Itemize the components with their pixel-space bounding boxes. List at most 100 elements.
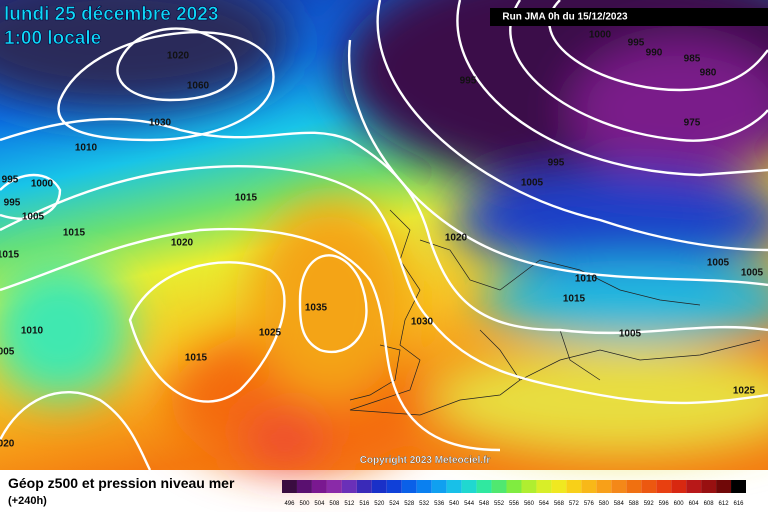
scale-label: 508 — [329, 501, 340, 507]
scale-swatch — [446, 480, 462, 493]
isobar-label: 1030 — [411, 317, 434, 328]
isobar-label: 1020 — [171, 238, 194, 249]
scale-swatch — [521, 480, 537, 493]
scale-swatch — [401, 480, 417, 493]
isobar-label: 1015 — [563, 294, 586, 305]
scale-swatch — [326, 480, 342, 493]
scale-label: 504 — [314, 501, 325, 507]
scale-label: 532 — [419, 501, 430, 507]
isobar-label: 990 — [646, 48, 663, 59]
scale-swatch — [461, 480, 477, 493]
scale-label: 512 — [344, 501, 355, 507]
scale-label: 548 — [479, 501, 490, 507]
scale-label: 552 — [494, 501, 505, 507]
scale-label: 520 — [374, 501, 385, 507]
isobar-label: 005 — [0, 347, 15, 358]
isobar-label: 1020 — [167, 51, 190, 62]
scale-swatch — [416, 480, 432, 493]
scale-label: 516 — [359, 501, 370, 507]
scale-label: 528 — [404, 501, 415, 507]
isobar-label: 1010 — [75, 143, 98, 154]
isobar-label: 1005 — [707, 258, 730, 269]
scale-swatch — [431, 480, 447, 493]
scale-swatch — [311, 480, 327, 493]
copyright: Copyright 2023 Meteociel.fr — [360, 455, 491, 466]
scale-label: 568 — [554, 501, 565, 507]
scale-swatch — [356, 480, 372, 493]
scale-swatch — [296, 480, 312, 493]
isobar-label: 1020 — [445, 233, 468, 244]
scale-label: 576 — [584, 501, 595, 507]
scale-label: 580 — [599, 501, 610, 507]
lead-time: (+240h) — [8, 495, 47, 507]
scale-swatch — [536, 480, 552, 493]
isobar-label: 975 — [684, 118, 701, 129]
run-info: Run JMA 0h du 15/12/2023 — [502, 12, 628, 23]
scale-swatch — [701, 480, 717, 493]
color-field — [0, 0, 768, 470]
scale-swatch — [566, 480, 582, 493]
scale-label: 604 — [689, 501, 700, 507]
isobar-label: 1025 — [733, 386, 756, 397]
scale-label: 560 — [524, 501, 535, 507]
scale-swatch — [551, 480, 567, 493]
scale-swatch — [611, 480, 627, 493]
time-title: 1:00 locale — [4, 28, 101, 49]
isobar-label: 1035 — [305, 303, 328, 314]
isobar-label: 995 — [2, 175, 19, 186]
scale-label: 572 — [569, 501, 580, 507]
legend-title: Géop z500 et pression niveau mer — [8, 475, 235, 491]
isobar-labels: 1000995990985980975995995100510201060103… — [0, 30, 764, 450]
scale-swatch — [506, 480, 522, 493]
scale-label: 616 — [734, 501, 745, 507]
scale-label: 600 — [674, 501, 685, 507]
isobar-label: 020 — [0, 439, 15, 450]
isobar-label: 1000 — [31, 179, 54, 190]
scale-label: 588 — [629, 501, 640, 507]
isobar-label: 1060 — [187, 81, 210, 92]
scale-swatch — [341, 480, 357, 493]
scale-swatch — [371, 480, 387, 493]
scale-swatch — [596, 480, 612, 493]
color-scale: 496 500 504 508 512 516 520 524 528 532 536 540 544 5… — [282, 480, 746, 507]
scale-swatch — [626, 480, 642, 493]
scale-label: 544 — [464, 501, 475, 507]
scale-swatch — [656, 480, 672, 493]
isobar-label: 1010 — [21, 326, 44, 337]
scale-swatch — [491, 480, 507, 493]
scale-swatch — [686, 480, 702, 493]
isobar-label: 1030 — [149, 118, 172, 129]
isobar-label: 1015 — [185, 353, 208, 364]
run-banner — [490, 8, 768, 26]
scale-swatch — [671, 480, 687, 493]
scale-label: 500 — [299, 501, 310, 507]
scale-label: 564 — [539, 501, 550, 507]
date-title: lundi 25 décembre 2023 — [4, 4, 218, 25]
scale-swatch — [641, 480, 657, 493]
scale-swatch — [716, 480, 732, 493]
scale-label: 596 — [659, 501, 670, 507]
scale-swatch — [476, 480, 492, 493]
scale-label: 524 — [389, 501, 400, 507]
scale-swatch — [282, 480, 297, 493]
isobar-label: 1005 — [741, 268, 764, 279]
scale-label: 592 — [644, 501, 655, 507]
isobar-label: 1015 — [235, 193, 258, 204]
isobars — [0, 0, 768, 470]
scale-swatch — [731, 480, 746, 493]
scale-swatch — [386, 480, 402, 493]
isobar-label: 1000 — [589, 30, 612, 41]
isobar-label: 980 — [700, 68, 717, 79]
scale-label: 584 — [614, 501, 625, 507]
isobar-label: 985 — [684, 54, 701, 65]
isobar-label: 1010 — [575, 274, 598, 285]
isobar-label: 1015 — [0, 250, 20, 261]
isobar-label: 995 — [628, 38, 645, 49]
scale-swatch — [581, 480, 597, 493]
isobar-label: 1005 — [22, 212, 45, 223]
isobar-label: 995 — [4, 198, 21, 209]
scale-label: 612 — [719, 501, 730, 507]
isobar-label: 1025 — [259, 328, 282, 339]
scale-label: 536 — [434, 501, 445, 507]
isobar-label: 1005 — [521, 178, 544, 189]
